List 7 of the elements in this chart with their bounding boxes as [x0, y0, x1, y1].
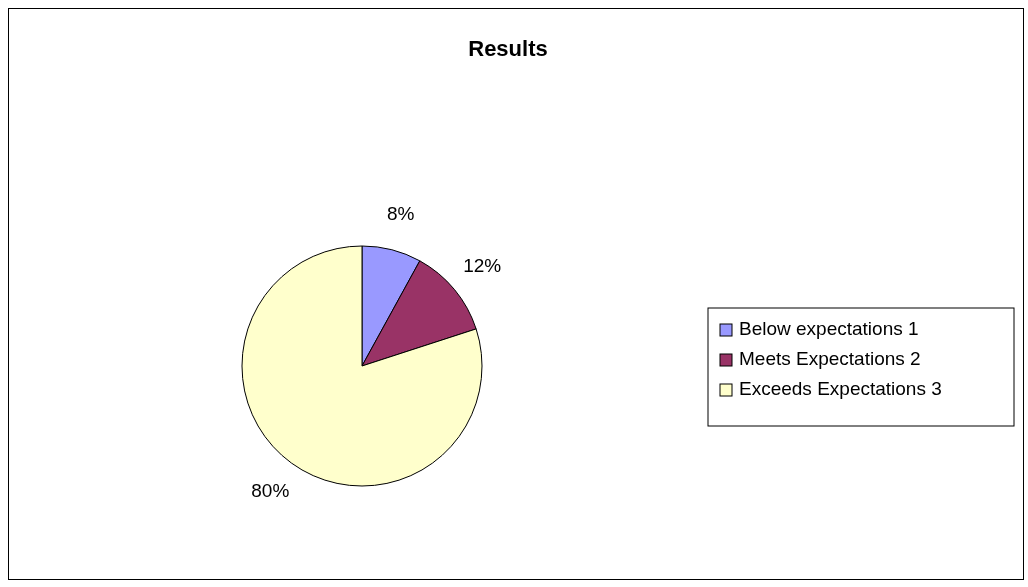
legend-label: Meets Expectations 2: [739, 348, 921, 370]
data-label: 80%: [251, 480, 290, 502]
legend-label: Exceeds Expectations 3: [739, 378, 942, 400]
data-label: 8%: [387, 202, 415, 224]
data-label: 12%: [463, 254, 502, 276]
chart-title: Results: [468, 36, 548, 61]
legend-label: Below expectations 1: [739, 318, 919, 340]
